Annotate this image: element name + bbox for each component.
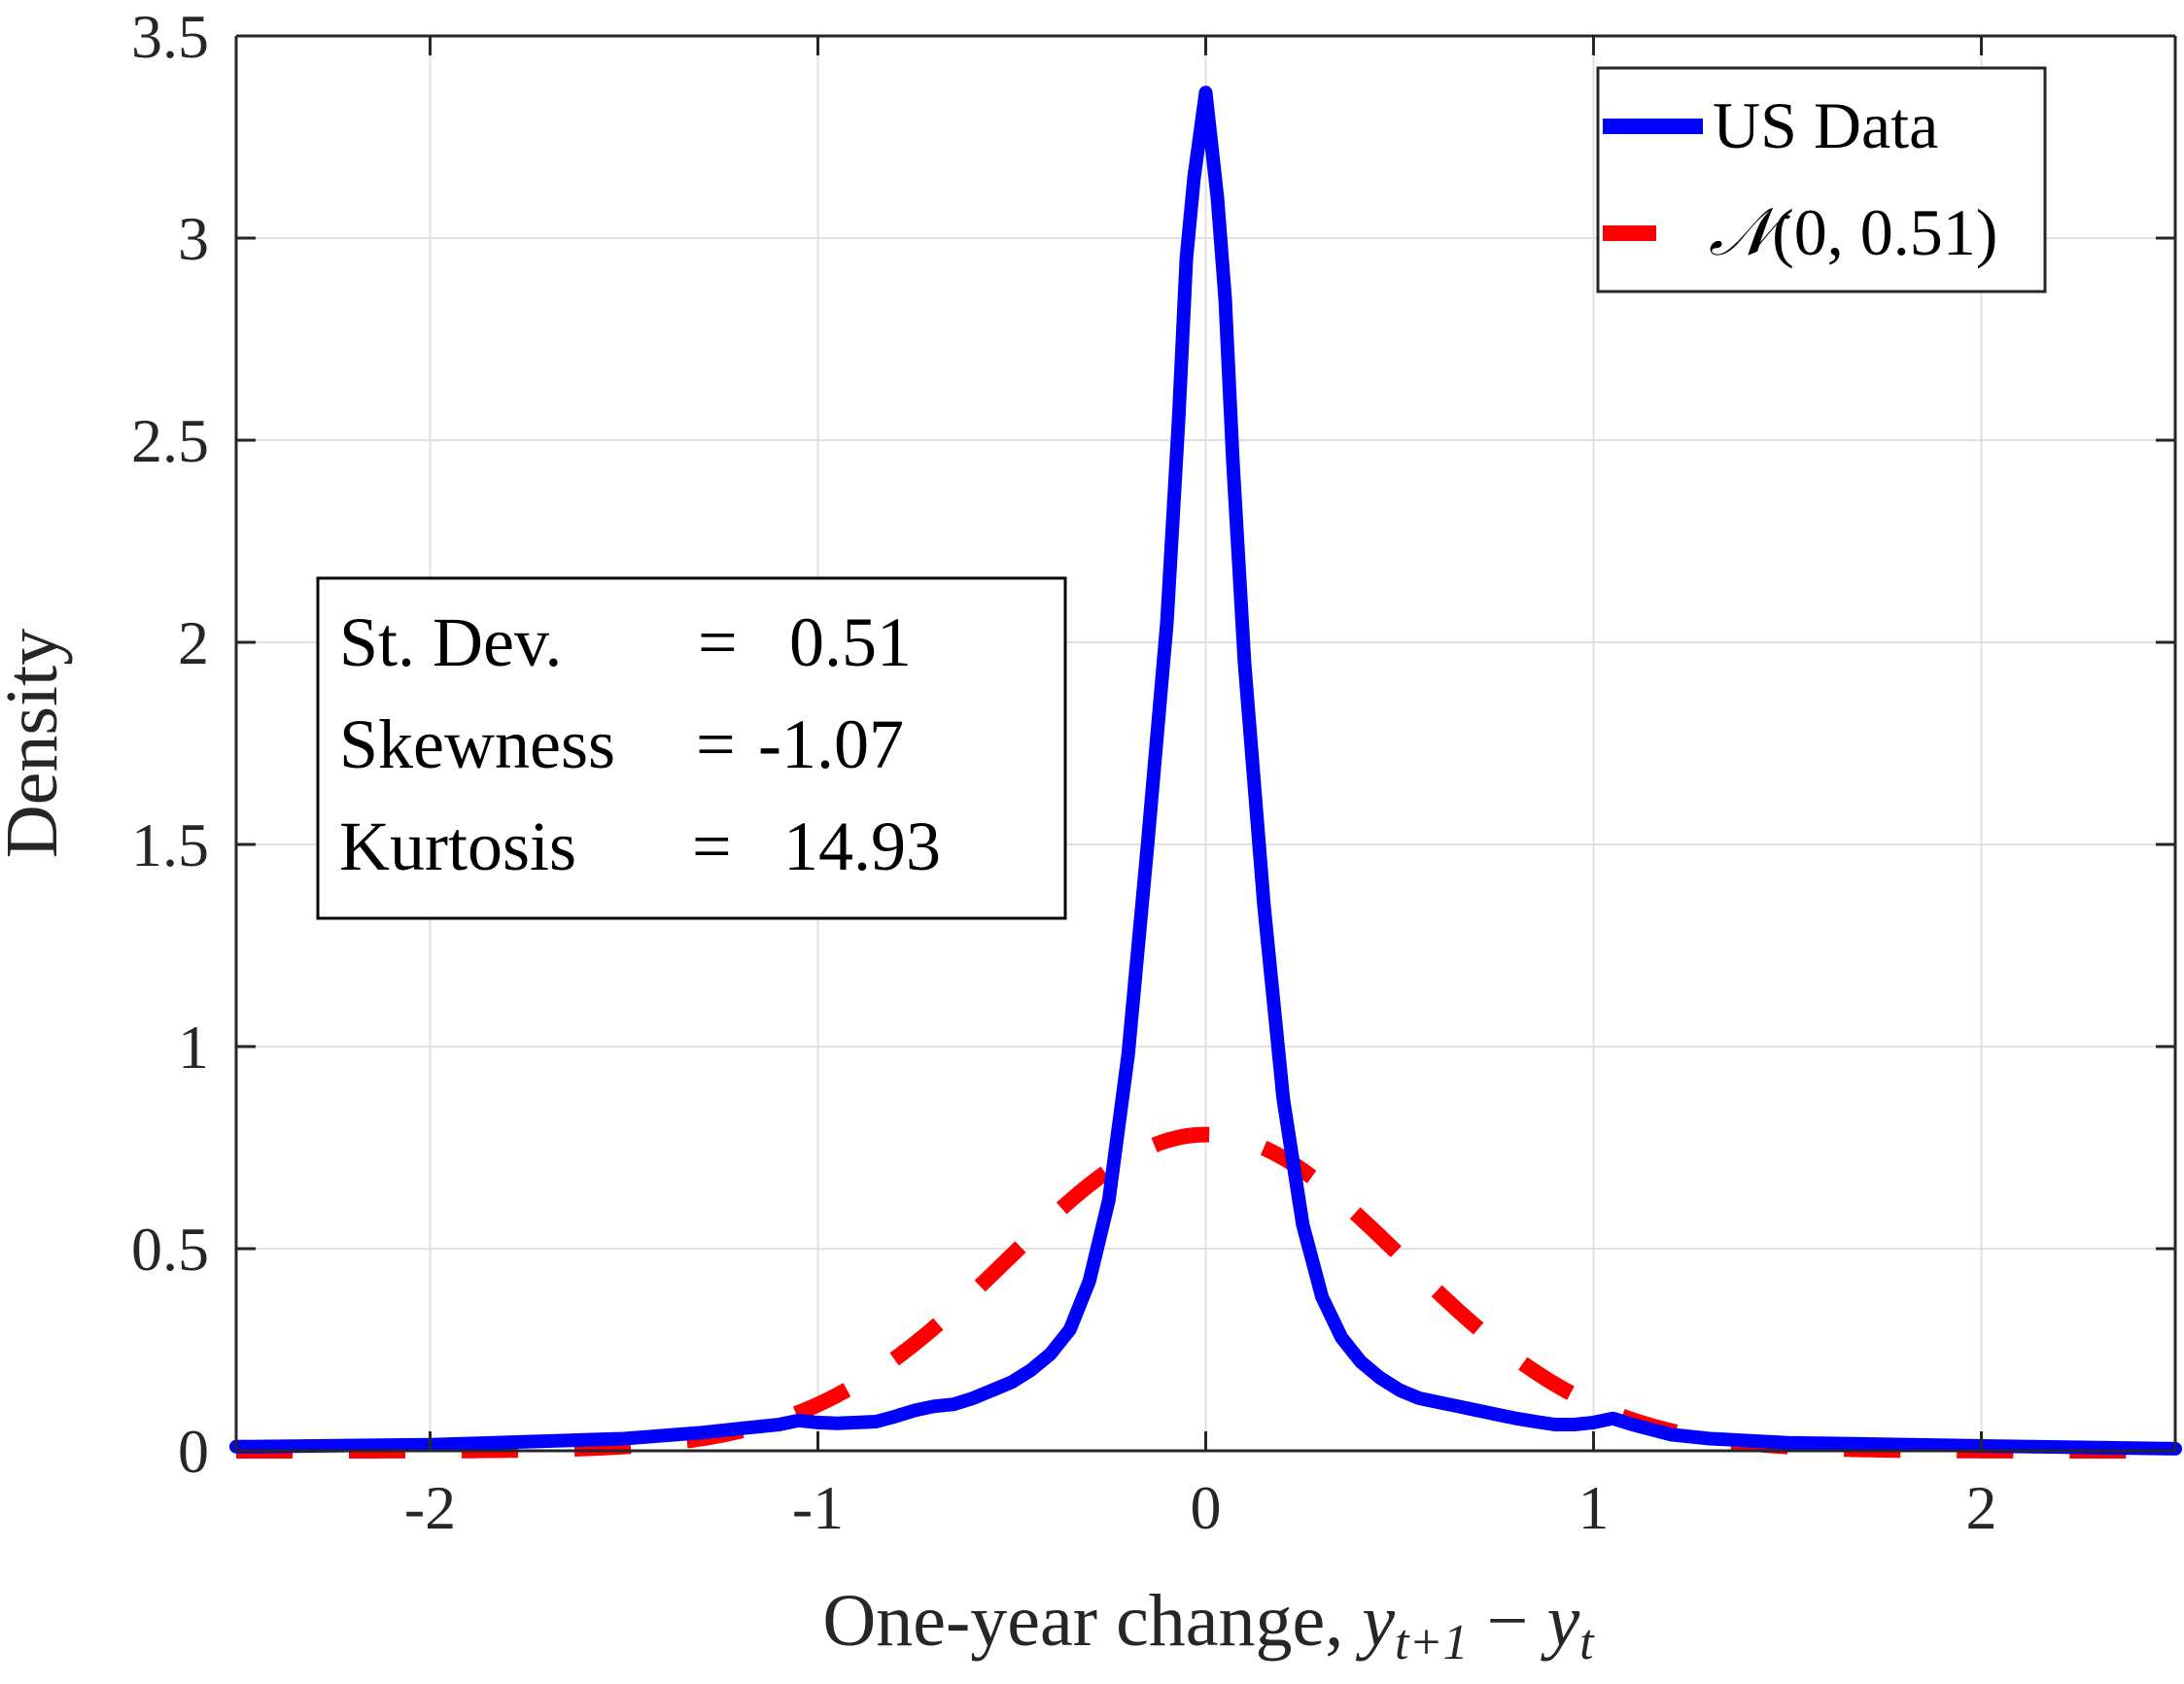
stat-value-skewness: -1.07 bbox=[758, 705, 904, 783]
stat-value-kurtosis: 14.93 bbox=[783, 808, 941, 885]
stat-label-skewness: Skewness bbox=[339, 705, 615, 783]
y-tick-label: 3 bbox=[178, 204, 209, 273]
legend: US Data 𝒩(0, 0.51) bbox=[1596, 66, 2047, 293]
x-tick-label: -1 bbox=[792, 1473, 844, 1542]
x-tick-labels: -2 -1 0 1 2 bbox=[404, 1473, 1997, 1542]
stat-label-stdev: St. Dev. bbox=[339, 603, 562, 681]
stats-annotation-box: St. Dev. = 0.51 Skewness = -1.07 Kurtosi… bbox=[316, 576, 1067, 920]
axis-ticks bbox=[236, 34, 2175, 1453]
y-tick-labels: 0 0.5 1 1.5 2 2.5 3 3.5 bbox=[131, 2, 209, 1486]
y-tick-label: 2.5 bbox=[131, 406, 209, 475]
us-data-line bbox=[229, 86, 2182, 1456]
x-tick-label: -2 bbox=[404, 1473, 456, 1542]
x-tick-label: 2 bbox=[1966, 1473, 1997, 1542]
y-tick-label: 3.5 bbox=[131, 2, 209, 71]
stats-box-frame bbox=[316, 576, 1067, 920]
stat-label-kurtosis: Kurtosis bbox=[339, 808, 576, 885]
y-axis-title: Density bbox=[0, 629, 73, 858]
stat-value-stdev: 0.51 bbox=[789, 603, 912, 681]
x-tick-label: 1 bbox=[1578, 1473, 1610, 1542]
x-tick-label: 0 bbox=[1191, 1473, 1222, 1542]
legend-label-normal: 𝒩(0, 0.51) bbox=[1709, 195, 1997, 269]
y-tick-label: 0 bbox=[178, 1417, 209, 1486]
y-tick-label: 1 bbox=[178, 1013, 209, 1082]
series-layer bbox=[229, 86, 2182, 1459]
y-tick-label: 1.5 bbox=[131, 810, 209, 879]
stat-eq-kurtosis: = bbox=[692, 808, 732, 885]
stat-eq-skewness: = bbox=[696, 705, 736, 783]
y-tick-label: 0.5 bbox=[131, 1215, 209, 1284]
x-axis-title: One-year change, yt+1 − yt bbox=[822, 1580, 1595, 1670]
y-tick-label: 2 bbox=[178, 608, 209, 677]
legend-box bbox=[1596, 66, 2047, 293]
stat-eq-stdev: = bbox=[698, 603, 738, 681]
legend-label-us-data: US Data bbox=[1713, 88, 1938, 162]
